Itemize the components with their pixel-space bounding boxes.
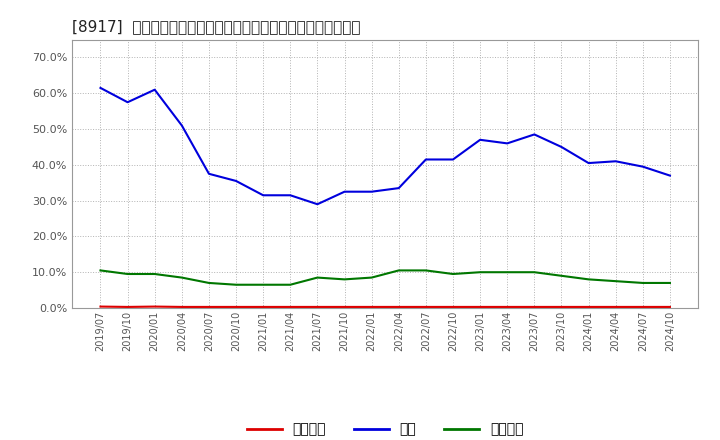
Text: [8917]  売上債権、在庫、買入債務の総資産に対する比率の推移: [8917] 売上債権、在庫、買入債務の総資産に対する比率の推移 [72,19,361,34]
Legend: 売上債権, 在庫, 買入債務: 売上債権, 在庫, 買入債務 [241,417,529,440]
